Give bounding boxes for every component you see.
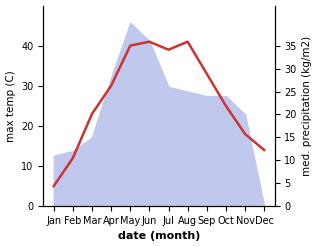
X-axis label: date (month): date (month) [118, 231, 200, 242]
Y-axis label: max temp (C): max temp (C) [5, 70, 16, 142]
Y-axis label: med. precipitation (kg/m2): med. precipitation (kg/m2) [302, 36, 313, 176]
